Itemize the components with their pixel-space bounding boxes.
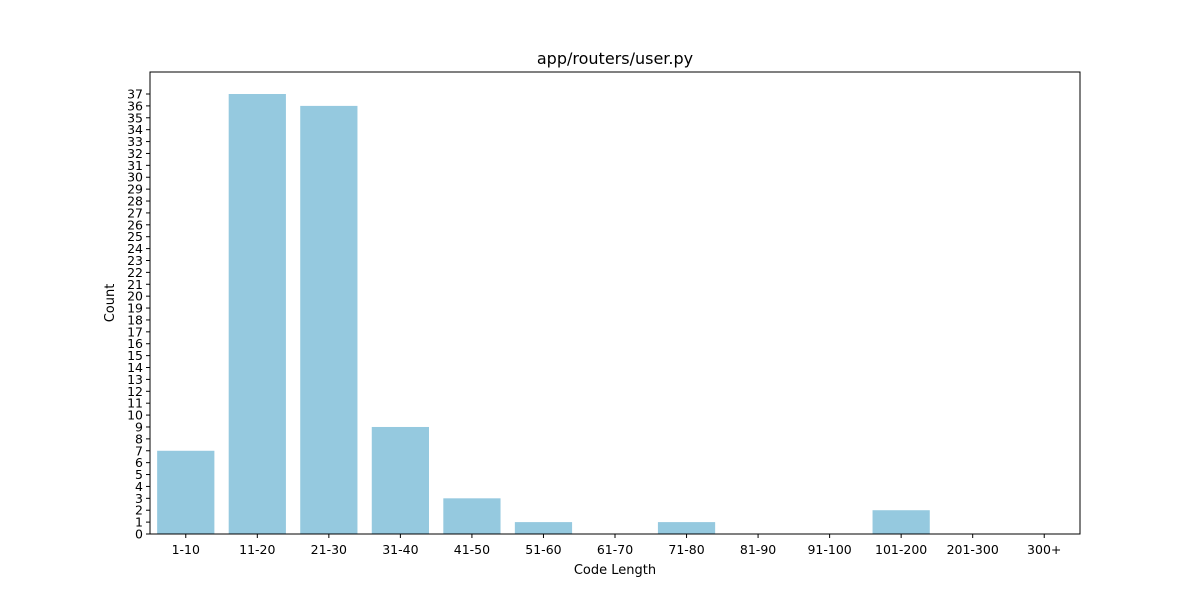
bar-41-50 [443,498,501,534]
x-tick-label: 11-20 [239,542,275,557]
y-axis-label: Count [103,284,118,323]
y-tick-label: 28 [127,194,143,209]
y-tick-label: 6 [135,455,143,470]
bar-51-60 [514,522,573,534]
y-tick-label: 14 [127,360,143,375]
bar-21-30 [300,105,358,534]
bar-31-40 [371,426,429,534]
y-tick-label: 15 [127,348,143,363]
y-tick-label: 32 [127,146,143,161]
y-tick-label: 31 [127,158,143,173]
y-tick-label: 30 [127,170,143,185]
y-tick-label: 33 [127,134,143,149]
y-tick-label: 4 [135,479,143,494]
y-tick-label: 8 [135,431,143,446]
x-tick-label: 81-90 [740,542,776,557]
y-tick-label: 10 [127,408,143,423]
x-axis: 1-10 11-20 21-30 31-40 41-50 51-60 61-70 71-80 8… [172,534,1061,557]
x-tick-label: 1-10 [172,542,200,557]
x-tick-label: 71-80 [668,542,704,557]
x-tick-label: 61-70 [597,542,633,557]
bar-101-200 [872,510,930,534]
y-tick-label: 27 [127,205,143,220]
y-tick-label: 1 [135,515,143,530]
y-tick-label: 0 [135,527,143,542]
x-tick-label: 21-30 [311,542,347,557]
y-tick-label: 13 [127,372,143,387]
y-tick-label: 19 [127,301,143,316]
y-tick-label: 18 [127,312,143,327]
y-tick-label: 29 [127,182,143,197]
x-tick-label: 41-50 [454,542,490,557]
x-tick-label: 91-100 [807,542,851,557]
y-tick-label: 7 [135,443,143,458]
x-tick-label: 101-200 [875,542,927,557]
y-tick-label: 16 [127,336,143,351]
y-tick-label: 23 [127,253,143,268]
bar-1-10 [157,450,215,534]
x-tick-label: 31-40 [382,542,418,557]
y-tick-label: 35 [127,110,143,125]
y-tick-label: 20 [127,289,143,304]
y-tick-label: 17 [127,324,143,339]
x-axis-label: Code Length [574,563,656,578]
y-tick-label: 2 [135,503,143,518]
y-tick-label: 22 [127,265,143,280]
x-tick-label: 51-60 [525,542,561,557]
y-tick-label: 37 [127,87,143,102]
chart-title: app/routers/user.py [537,49,693,68]
bar-11-20 [228,94,286,534]
plot-area-frame [149,71,1081,535]
y-tick-label: 21 [127,277,143,292]
y-tick-label: 34 [127,122,143,137]
y-tick-label: 11 [127,396,143,411]
y-tick-label: 3 [135,491,143,506]
y-tick-label: 36 [127,98,143,113]
y-tick-label: 9 [135,419,143,434]
x-tick-label: 300+ [1027,542,1061,557]
y-tick-label: 24 [127,241,143,256]
y-tick-label: 25 [127,229,143,244]
x-tick-label: 201-300 [947,542,999,557]
bars-layer [157,94,930,534]
bar-71-80 [657,522,716,534]
y-tick-label: 5 [135,467,143,482]
y-tick-label: 26 [127,217,143,232]
y-axis: 0123456789101112131415161718192021222324… [127,87,150,542]
y-tick-label: 12 [127,384,143,399]
